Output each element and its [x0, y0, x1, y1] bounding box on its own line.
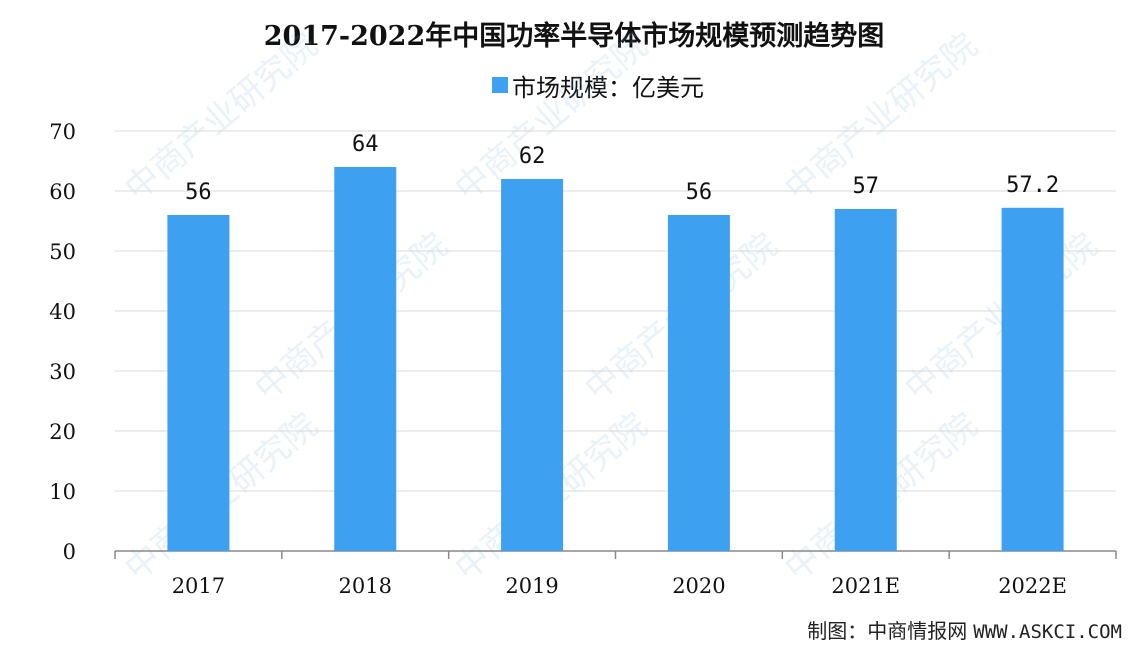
legend-swatch [492, 77, 508, 93]
x-tick-label: 2018 [339, 574, 392, 598]
x-tick-label: 2020 [672, 574, 725, 598]
chart-legend: 市场规模：亿美元 [492, 68, 704, 102]
bar [334, 167, 397, 551]
y-tick-label: 20 [49, 420, 76, 444]
y-tick-label: 30 [49, 360, 76, 384]
data-label: 57 [853, 174, 880, 199]
y-tick-label: 60 [49, 180, 76, 204]
bar [1001, 207, 1064, 552]
source-url: WWW.ASKCI.COM [973, 621, 1122, 643]
y-tick-label: 0 [63, 540, 76, 564]
data-label: 62 [519, 144, 546, 169]
y-tick-label: 50 [49, 240, 76, 264]
chart-title: 2017-2022年中国功率半导体市场规模预测趋势图 [263, 21, 885, 52]
bar [167, 215, 230, 551]
data-label: 56 [185, 180, 212, 205]
bar [667, 215, 730, 551]
data-label: 64 [352, 132, 379, 157]
data-label: 57.2 [1006, 173, 1059, 198]
source-label: 制图：中商情报网 [807, 619, 968, 643]
data-label: 56 [686, 180, 713, 205]
bar [501, 179, 564, 551]
x-tick-label: 2017 [172, 574, 225, 598]
x-tick-label: 2022E [998, 574, 1067, 598]
y-tick-label: 70 [49, 120, 76, 144]
bar [834, 209, 897, 551]
y-tick-label: 40 [49, 300, 76, 324]
legend-label: 市场规模：亿美元 [512, 73, 704, 102]
x-tick-label: 2019 [505, 574, 558, 598]
y-tick-label: 10 [49, 480, 76, 504]
x-tick-label: 2021E [831, 574, 900, 598]
source-note: 制图：中商情报网 WWW.ASKCI.COM [807, 615, 1122, 644]
